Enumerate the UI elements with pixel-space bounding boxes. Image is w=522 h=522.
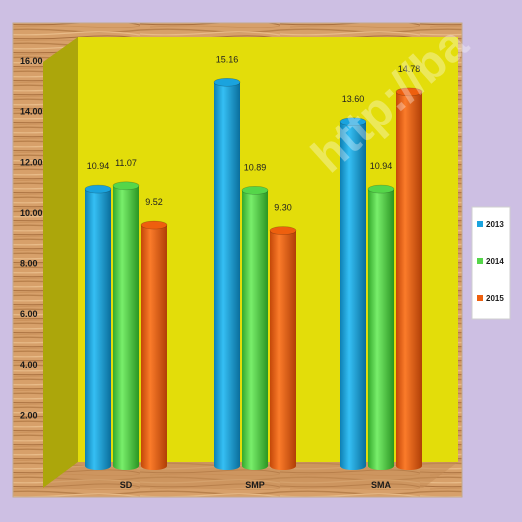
y-tick-label: 6.00	[20, 309, 38, 319]
bar-base	[368, 462, 394, 470]
bar-2014-SMA: 10.94	[367, 161, 395, 470]
bar-cap	[367, 184, 395, 194]
y-tick-label: 4.00	[20, 360, 38, 370]
data-label: 15.16	[216, 54, 239, 64]
bars: 10.94 11.07 9.52 15.16 10.89 9.30 13.60 10.94 14…	[84, 54, 423, 470]
legend-label: 2013	[486, 220, 504, 229]
x-axis-categories: SD SMP SMA	[120, 480, 392, 490]
legend-swatch	[477, 258, 483, 264]
legend-swatch	[477, 221, 483, 227]
data-label: 14.78	[398, 64, 421, 74]
y-tick-label: 10.00	[20, 208, 43, 218]
bar-cap	[241, 186, 269, 195]
bar-2014-SMP: 10.89	[241, 162, 269, 470]
legend-label: 2015	[486, 294, 504, 303]
bar-base	[242, 462, 268, 470]
legend-swatch	[477, 295, 483, 301]
y-tick-label: 12.00	[20, 157, 43, 167]
bar-cap	[339, 117, 367, 127]
bar-2013-SMA: 13.60	[339, 94, 367, 470]
bar-body	[141, 225, 167, 466]
bar-body	[270, 230, 296, 466]
x-category-label: SD	[120, 480, 133, 490]
bar-cap	[140, 220, 168, 230]
y-tick-label: 16.00	[20, 56, 43, 66]
bar-body	[396, 91, 422, 466]
bar-cap	[269, 226, 297, 235]
bar-2015-SD: 9.52	[140, 197, 168, 470]
bar-2014-SD: 11.07	[112, 158, 140, 470]
data-label: 13.60	[342, 94, 365, 104]
legend-label: 2014	[486, 257, 504, 266]
bar-2015-SMP: 9.30	[269, 203, 297, 470]
data-label: 9.30	[274, 203, 292, 213]
x-category-label: SMA	[371, 480, 392, 490]
bar-base	[85, 462, 111, 470]
bar-cap	[395, 87, 423, 97]
legend: 2013 2014 2015	[471, 206, 511, 320]
bar-cap	[112, 181, 140, 191]
bar-base	[214, 462, 240, 470]
data-label: 10.94	[370, 161, 393, 171]
bar-cap	[213, 77, 241, 87]
data-label: 11.07	[115, 158, 137, 168]
bar-body	[214, 82, 240, 466]
bar-2013-SMP: 15.16	[213, 54, 241, 470]
bar-body	[340, 121, 366, 466]
bar-body	[368, 189, 394, 467]
bar-2013-SD: 10.94	[84, 161, 112, 470]
y-tick-label: 2.00	[20, 410, 38, 420]
bar-base	[340, 462, 366, 470]
bar-base	[270, 462, 296, 470]
data-label: 10.89	[244, 162, 267, 172]
bar-base	[141, 462, 167, 470]
y-tick-label: 14.00	[20, 107, 43, 117]
bar-body	[242, 190, 268, 467]
bar-base	[396, 462, 422, 470]
bar-cap	[84, 184, 112, 194]
y-axis-ticks: 2.00 4.00 6.00 8.00 10.00 12.00 14.00 16.00	[20, 56, 43, 420]
plot-side-wall	[43, 37, 78, 488]
bar-body	[85, 189, 111, 467]
bar-base	[113, 462, 139, 470]
x-category-label: SMP	[245, 480, 265, 490]
data-label: 9.52	[145, 197, 163, 207]
bar-body	[113, 185, 139, 466]
bar-2015-SMA: 14.78	[395, 64, 423, 470]
y-tick-label: 8.00	[20, 259, 38, 269]
data-label: 10.94	[87, 161, 110, 171]
